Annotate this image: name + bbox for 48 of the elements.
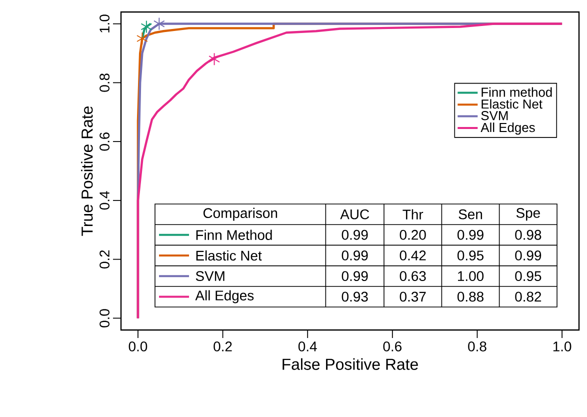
annotation: 0.99 — [457, 230, 484, 240]
point — [153, 17, 165, 30]
annotation: 0.82 — [515, 292, 542, 302]
y-tick-label: 0.6 — [100, 132, 110, 151]
annotation: SVM — [196, 271, 224, 282]
x-axis-title: False Positive Rate — [282, 358, 418, 370]
legend-label: Finn method — [482, 87, 552, 97]
legend-label: SVM — [481, 111, 508, 120]
annotation: 0.42 — [400, 250, 426, 260]
annotation: 0.37 — [400, 292, 426, 302]
y-axis-title: True Positive Rate — [81, 106, 93, 236]
x-tick-label: 0.0 — [128, 342, 148, 352]
annotation: 0.98 — [515, 230, 542, 240]
x-tick-label: 0.6 — [383, 342, 402, 352]
x-tick-label: 0.4 — [298, 342, 317, 352]
point — [136, 32, 148, 45]
x-tick-label: 0.2 — [214, 342, 232, 352]
annotation: 0.99 — [342, 230, 368, 240]
legend-label: Elastic Net — [482, 99, 542, 109]
legend-label: All Edges — [480, 122, 535, 135]
annotation: Finn Method — [196, 230, 272, 240]
annotation: 0.95 — [515, 271, 542, 282]
y-tick-label: 0.0 — [100, 309, 110, 328]
annotation: 0.95 — [457, 250, 484, 260]
annotation: 1.00 — [458, 271, 484, 282]
point — [208, 52, 220, 66]
annotation: 0.20 — [400, 230, 426, 240]
annotation: Elastic Net — [196, 250, 262, 261]
y-tick-label: 0.8 — [100, 74, 110, 92]
annotation: Thr — [402, 209, 424, 220]
y-tick-label: 0.2 — [100, 250, 110, 268]
annotation: AUC — [340, 209, 370, 220]
y-tick-label: 1.0 — [100, 14, 110, 32]
annotation: Spe — [516, 208, 540, 221]
y-tick-label: 0.4 — [100, 191, 110, 210]
point — [140, 20, 152, 34]
annotation: 0.88 — [457, 292, 484, 302]
x-tick-label: 0.8 — [468, 342, 486, 352]
annotation: Sen — [458, 209, 482, 220]
annotation: 0.63 — [400, 271, 426, 282]
annotation: Comparison — [203, 208, 278, 221]
annotation: 0.99 — [342, 271, 368, 282]
annotation: 0.99 — [515, 250, 542, 260]
annotation: All Edges — [195, 290, 254, 304]
line-series — [141, 22, 152, 40]
annotation: 0.93 — [342, 292, 368, 302]
x-tick-label: 1.0 — [553, 342, 572, 352]
annotation: 0.99 — [342, 250, 368, 260]
